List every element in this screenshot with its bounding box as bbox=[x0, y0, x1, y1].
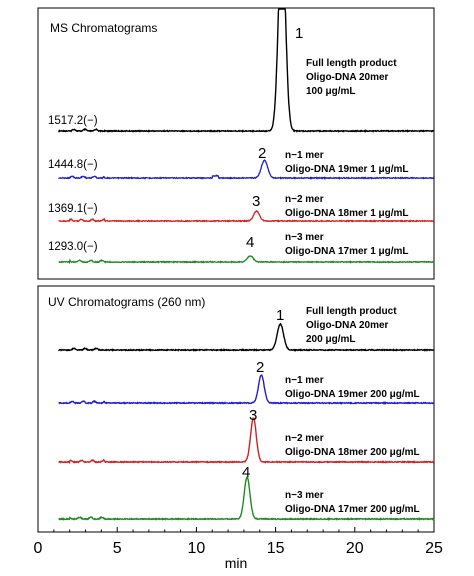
uv-panel-frame bbox=[37, 285, 435, 533]
x-axis-label: min bbox=[225, 555, 248, 571]
uv-trace-3-peak-number: 3 bbox=[249, 407, 257, 424]
uv-trace-3-annotation-line-1: n−2 mer bbox=[285, 433, 324, 444]
uv-trace-2: 2 n−1 mer Oligo-DNA 19mer 200 μg/mL bbox=[58, 359, 435, 405]
uv-trace-3-annotation-line-2: Oligo-DNA 18mer 200 μg/mL bbox=[285, 447, 420, 458]
uv-trace-1: 1 Full length product Oligo-DNA 20mer 20… bbox=[58, 306, 435, 352]
uv-panel: UV Chromatograms (260 nm) 1 Full length … bbox=[37, 285, 435, 533]
ms-trace-4-line bbox=[58, 255, 435, 265]
uv-trace-1-annotation-line-1: Full length product bbox=[306, 306, 397, 317]
uv-trace-1-peak-number: 1 bbox=[276, 307, 284, 324]
ms-trace-3-annotation-line-2: Oligo-DNA 18mer 1 μg/mL bbox=[285, 208, 409, 219]
uv-trace-3: 3 n−2 mer Oligo-DNA 18mer 200 μg/mL bbox=[58, 407, 435, 465]
x-tick-label: 20 bbox=[346, 540, 364, 557]
ms-trace-1-annotation-line-1: Full length product bbox=[306, 58, 397, 69]
ms-trace-4-annotation-line-1: n−3 mer bbox=[285, 232, 324, 243]
ms-panel-frame bbox=[37, 7, 435, 280]
ms-trace-3-ion-label: 1369.1(−) bbox=[48, 203, 98, 215]
uv-trace-4-peak-number: 4 bbox=[242, 464, 250, 481]
uv-trace-4: 4 n−3 mer Oligo-DNA 17mer 200 μg/mL bbox=[58, 464, 435, 521]
ms-panel-title: MS Chromatograms bbox=[50, 21, 157, 35]
uv-trace-4-line bbox=[58, 476, 435, 521]
uv-trace-4-annotation-line-2: Oligo-DNA 17mer 200 μg/mL bbox=[285, 504, 420, 515]
ms-trace-1-annotation-line-3: 100 μg/mL bbox=[306, 86, 355, 97]
ms-trace-3-peak-number: 3 bbox=[252, 193, 260, 210]
ms-trace-4-ion-label: 1293.0(−) bbox=[48, 241, 98, 253]
x-tick-label: 0 bbox=[34, 540, 43, 557]
x-tick-label: 10 bbox=[188, 540, 206, 557]
uv-trace-1-annotation-line-2: Oligo-DNA 20mer bbox=[306, 320, 389, 331]
ms-trace-4-annotation-line-2: Oligo-DNA 17mer 1 μg/mL bbox=[285, 246, 409, 257]
uv-trace-1-line bbox=[58, 322, 435, 352]
ms-trace-2-ion-label: 1444.8(−) bbox=[48, 159, 98, 171]
ms-trace-3-annotation-line-1: n−2 mer bbox=[285, 194, 324, 205]
ms-trace-1-line bbox=[57, 8, 435, 133]
x-axis: 0 5 10 15 20 25 bbox=[34, 527, 443, 557]
uv-trace-1-annotation-line-3: 200 μg/mL bbox=[306, 334, 355, 345]
uv-panel-title: UV Chromatograms (260 nm) bbox=[48, 295, 205, 309]
uv-trace-2-annotation-line-1: n−1 mer bbox=[285, 375, 324, 386]
ms-trace-1: 1517.2(−) 1 Full length product Oligo-DN… bbox=[48, 8, 435, 133]
uv-trace-2-peak-number: 2 bbox=[256, 359, 264, 376]
ms-trace-1-peak-number: 1 bbox=[295, 25, 303, 42]
ms-trace-4-peak-number: 4 bbox=[246, 234, 254, 251]
ms-trace-2-annotation-line-2: Oligo-DNA 19mer 1 μg/mL bbox=[285, 164, 409, 175]
ms-trace-2-annotation-line-1: n−1 mer bbox=[285, 150, 324, 161]
uv-trace-4-annotation-line-1: n−3 mer bbox=[285, 490, 324, 501]
ms-trace-1-annotation-line-2: Oligo-DNA 20mer bbox=[306, 72, 389, 83]
ms-trace-3: 1369.1(−) 3 n−2 mer Oligo-DNA 18mer 1 μg… bbox=[48, 193, 435, 223]
x-tick-label: 15 bbox=[267, 540, 285, 557]
uv-trace-3-line bbox=[58, 417, 435, 465]
ms-trace-1-ion-label: 1517.2(−) bbox=[48, 115, 98, 127]
ms-trace-2-line bbox=[58, 159, 435, 180]
ms-trace-2: 1444.8(−) 2 n−1 mer Oligo-DNA 19mer 1 μg… bbox=[48, 145, 435, 180]
ms-trace-3-line bbox=[58, 209, 435, 223]
ms-trace-2-peak-number: 2 bbox=[258, 145, 266, 162]
x-tick-label: 5 bbox=[113, 540, 122, 557]
uv-trace-2-annotation-line-2: Oligo-DNA 19mer 200 μg/mL bbox=[285, 389, 420, 400]
x-tick-label: 25 bbox=[425, 540, 443, 557]
uv-trace-2-line bbox=[58, 374, 435, 405]
ms-panel: MS Chromatograms 1517.2(−) 1 Full length… bbox=[37, 7, 435, 280]
ms-trace-4: 1293.0(−) 4 n−3 mer Oligo-DNA 17mer 1 μg… bbox=[48, 232, 435, 265]
